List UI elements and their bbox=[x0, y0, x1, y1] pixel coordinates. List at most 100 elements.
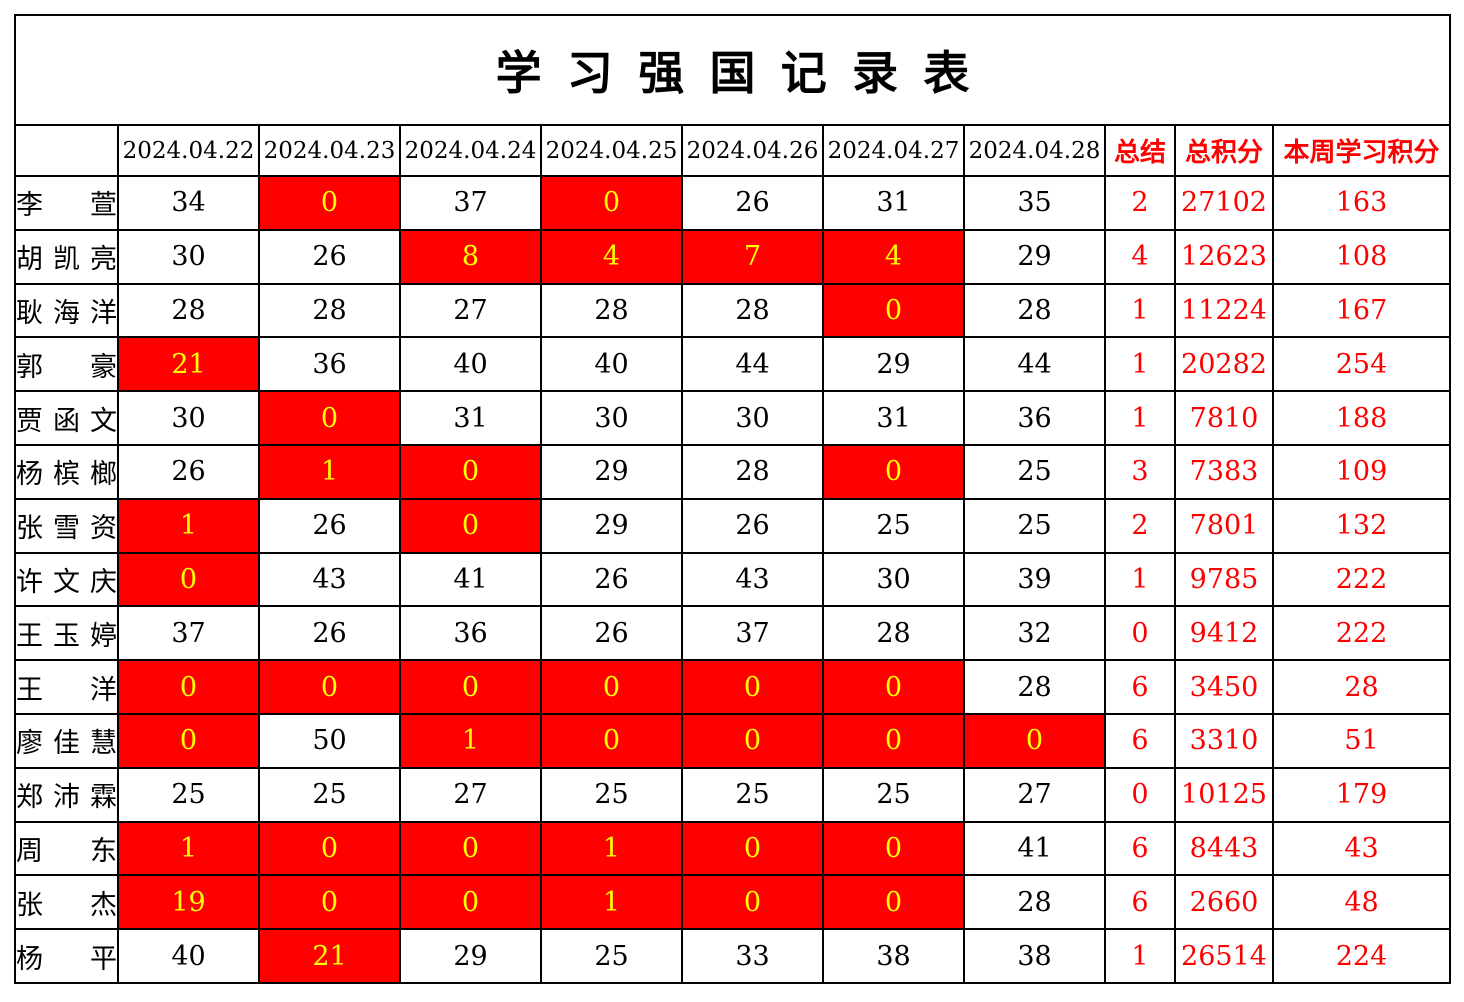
title-row: 学习强国记录表 bbox=[14, 14, 1451, 126]
day-score-cell-flagged: 0 bbox=[822, 282, 965, 339]
day-score-cell: 28 bbox=[963, 874, 1106, 931]
day-score-cell-flagged: 0 bbox=[681, 820, 824, 877]
day-score-cell-flagged: 0 bbox=[258, 820, 401, 877]
day-score-cell: 39 bbox=[963, 551, 1106, 608]
student-name: 杨平 bbox=[14, 928, 119, 984]
day-score-cell-flagged: 1 bbox=[540, 874, 683, 931]
day-score-cell-flagged: 7 bbox=[681, 228, 824, 285]
day-score-cell: 50 bbox=[258, 712, 401, 769]
day-score-cell-flagged: 0 bbox=[822, 874, 965, 931]
day-score-cell: 36 bbox=[258, 336, 401, 393]
day-score-cell-flagged: 0 bbox=[540, 659, 683, 715]
day-score-cell: 33 bbox=[681, 928, 824, 984]
student-name: 廖佳慧 bbox=[14, 712, 119, 769]
table-row: 杨平 40 21 29 25 33 38 38 1 26514 224 bbox=[14, 928, 1451, 984]
day-score-cell: 25 bbox=[258, 766, 401, 823]
day-score-cell-flagged: 0 bbox=[822, 443, 965, 500]
week-points-cell: 163 bbox=[1272, 175, 1451, 231]
day-score-cell: 28 bbox=[681, 282, 824, 339]
summary-cell: 1 bbox=[1104, 336, 1176, 393]
total-points-cell: 3310 bbox=[1174, 712, 1274, 769]
page-title: 学习强国记录表 bbox=[14, 14, 1451, 126]
week-points-cell: 179 bbox=[1272, 766, 1451, 823]
student-name: 张杰 bbox=[14, 874, 119, 931]
table-row: 贾函文 30 0 31 30 30 31 36 1 7810 188 bbox=[14, 390, 1451, 446]
day-score-cell: 29 bbox=[540, 443, 683, 500]
header-date-3: 2024.04.25 bbox=[540, 124, 683, 177]
header-row: 2024.04.22 2024.04.23 2024.04.24 2024.04.25… bbox=[14, 124, 1451, 177]
day-score-cell: 31 bbox=[399, 390, 542, 446]
day-score-cell: 40 bbox=[117, 928, 260, 984]
day-score-cell-flagged: 0 bbox=[399, 443, 542, 500]
day-score-cell: 26 bbox=[540, 605, 683, 662]
day-score-cell-flagged: 0 bbox=[258, 874, 401, 931]
day-score-cell: 28 bbox=[258, 282, 401, 339]
day-score-cell: 28 bbox=[681, 443, 824, 500]
summary-cell: 6 bbox=[1104, 874, 1176, 931]
table-row: 许文庆 0 43 41 26 43 30 39 1 9785 222 bbox=[14, 551, 1451, 608]
day-score-cell: 28 bbox=[540, 282, 683, 339]
day-score-cell: 26 bbox=[258, 605, 401, 662]
day-score-cell: 27 bbox=[963, 766, 1106, 823]
week-points-cell: 167 bbox=[1272, 282, 1451, 339]
header-total-points: 总积分 bbox=[1174, 124, 1274, 177]
day-score-cell-flagged: 0 bbox=[117, 659, 260, 715]
day-score-cell: 26 bbox=[258, 497, 401, 554]
student-name: 张雪资 bbox=[14, 497, 119, 554]
day-score-cell: 41 bbox=[399, 551, 542, 608]
week-points-cell: 28 bbox=[1272, 659, 1451, 715]
table-row: 王洋 0 0 0 0 0 0 28 6 3450 28 bbox=[14, 659, 1451, 715]
summary-cell: 1 bbox=[1104, 282, 1176, 339]
student-name: 杨槟榔 bbox=[14, 443, 119, 500]
day-score-cell-flagged: 1 bbox=[540, 820, 683, 877]
summary-cell: 3 bbox=[1104, 443, 1176, 500]
day-score-cell: 36 bbox=[963, 390, 1106, 446]
day-score-cell: 41 bbox=[963, 820, 1106, 877]
day-score-cell: 28 bbox=[117, 282, 260, 339]
day-score-cell-flagged: 1 bbox=[399, 712, 542, 769]
week-points-cell: 222 bbox=[1272, 605, 1451, 662]
week-points-cell: 48 bbox=[1272, 874, 1451, 931]
total-points-cell: 7383 bbox=[1174, 443, 1274, 500]
day-score-cell-flagged: 0 bbox=[681, 874, 824, 931]
day-score-cell: 30 bbox=[117, 228, 260, 285]
total-points-cell: 9785 bbox=[1174, 551, 1274, 608]
record-table: 学习强国记录表 2024.04.22 2024.04.23 2024.04.24 20… bbox=[14, 14, 1451, 984]
day-score-cell: 30 bbox=[822, 551, 965, 608]
total-points-cell: 20282 bbox=[1174, 336, 1274, 393]
day-score-cell: 40 bbox=[540, 336, 683, 393]
day-score-cell-flagged: 0 bbox=[258, 659, 401, 715]
day-score-cell-flagged: 0 bbox=[540, 712, 683, 769]
day-score-cell: 25 bbox=[822, 766, 965, 823]
total-points-cell: 8443 bbox=[1174, 820, 1274, 877]
table-body: 李萱 34 0 37 0 26 31 35 2 27102 163 胡凯亮 30 26 8 4 7 4 29 4 126… bbox=[14, 175, 1451, 984]
table-row: 郭豪 21 36 40 40 44 29 44 1 20282 254 bbox=[14, 336, 1451, 393]
summary-cell: 6 bbox=[1104, 820, 1176, 877]
week-points-cell: 222 bbox=[1272, 551, 1451, 608]
day-score-cell: 26 bbox=[117, 443, 260, 500]
day-score-cell-flagged: 21 bbox=[258, 928, 401, 984]
day-score-cell: 25 bbox=[117, 766, 260, 823]
table-row: 郑沛霖 25 25 27 25 25 25 27 0 10125 179 bbox=[14, 766, 1451, 823]
day-score-cell-flagged: 0 bbox=[258, 390, 401, 446]
total-points-cell: 27102 bbox=[1174, 175, 1274, 231]
table-row: 张杰 19 0 0 1 0 0 28 6 2660 48 bbox=[14, 874, 1451, 931]
day-score-cell-flagged: 4 bbox=[540, 228, 683, 285]
day-score-cell-flagged: 0 bbox=[399, 820, 542, 877]
week-points-cell: 254 bbox=[1272, 336, 1451, 393]
table-row: 耿海洋 28 28 27 28 28 0 28 1 11224 167 bbox=[14, 282, 1451, 339]
week-points-cell: 43 bbox=[1272, 820, 1451, 877]
day-score-cell-flagged: 0 bbox=[681, 712, 824, 769]
student-name: 李萱 bbox=[14, 175, 119, 231]
week-points-cell: 109 bbox=[1272, 443, 1451, 500]
day-score-cell: 35 bbox=[963, 175, 1106, 231]
day-score-cell: 37 bbox=[117, 605, 260, 662]
day-score-cell-flagged: 4 bbox=[822, 228, 965, 285]
day-score-cell: 26 bbox=[681, 175, 824, 231]
table-row: 李萱 34 0 37 0 26 31 35 2 27102 163 bbox=[14, 175, 1451, 231]
day-score-cell-flagged: 0 bbox=[681, 659, 824, 715]
day-score-cell: 26 bbox=[681, 497, 824, 554]
day-score-cell-flagged: 0 bbox=[399, 497, 542, 554]
summary-cell: 6 bbox=[1104, 712, 1176, 769]
day-score-cell-flagged: 0 bbox=[822, 659, 965, 715]
